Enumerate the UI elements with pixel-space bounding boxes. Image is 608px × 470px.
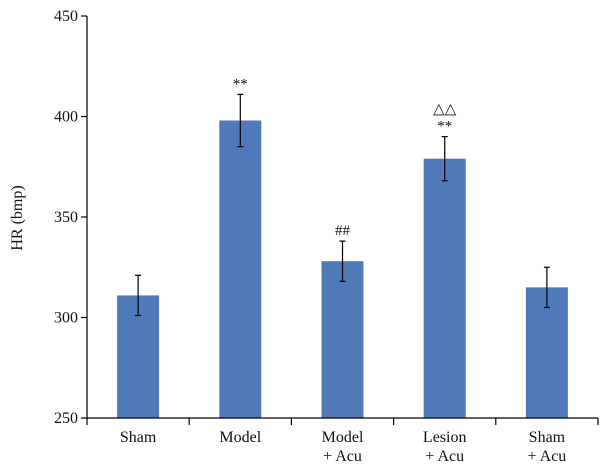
y-axis-label: HR (bmp) xyxy=(9,185,26,250)
bar-4 xyxy=(423,158,466,418)
y-tick-label-5: 450 xyxy=(54,8,78,25)
significance-marker-4-1: △△ xyxy=(433,102,457,118)
plot-area: Sham**Model##Model+ Acu△△**Lesion+ AcuSh… xyxy=(54,8,599,465)
bar-5 xyxy=(525,287,568,418)
y-tick-label-2: 300 xyxy=(54,310,78,327)
y-tick-label-1: 250 xyxy=(54,410,78,427)
x-tick-label-5-line-1: Sham xyxy=(529,429,566,446)
significance-marker-3-1: ## xyxy=(335,223,351,239)
x-tick-label-3-line-1: Model xyxy=(322,429,364,446)
x-tick-label-1: Sham xyxy=(120,429,157,446)
x-tick-label-4-line-2: + Acu xyxy=(425,448,464,465)
x-tick-label-2: Model xyxy=(219,429,261,446)
bar-2 xyxy=(219,120,262,419)
significance-marker-4-2: ** xyxy=(437,119,452,135)
significance-marker-2-1: ** xyxy=(233,76,248,92)
x-tick-label-5-line-2: + Acu xyxy=(528,448,567,465)
y-tick-label-3: 350 xyxy=(54,209,78,226)
bar-3 xyxy=(321,261,364,418)
x-tick-label-3-line-2: + Acu xyxy=(323,448,362,465)
x-tick-label-4-line-1: Lesion xyxy=(423,429,467,446)
y-tick-label-4: 400 xyxy=(54,109,78,126)
